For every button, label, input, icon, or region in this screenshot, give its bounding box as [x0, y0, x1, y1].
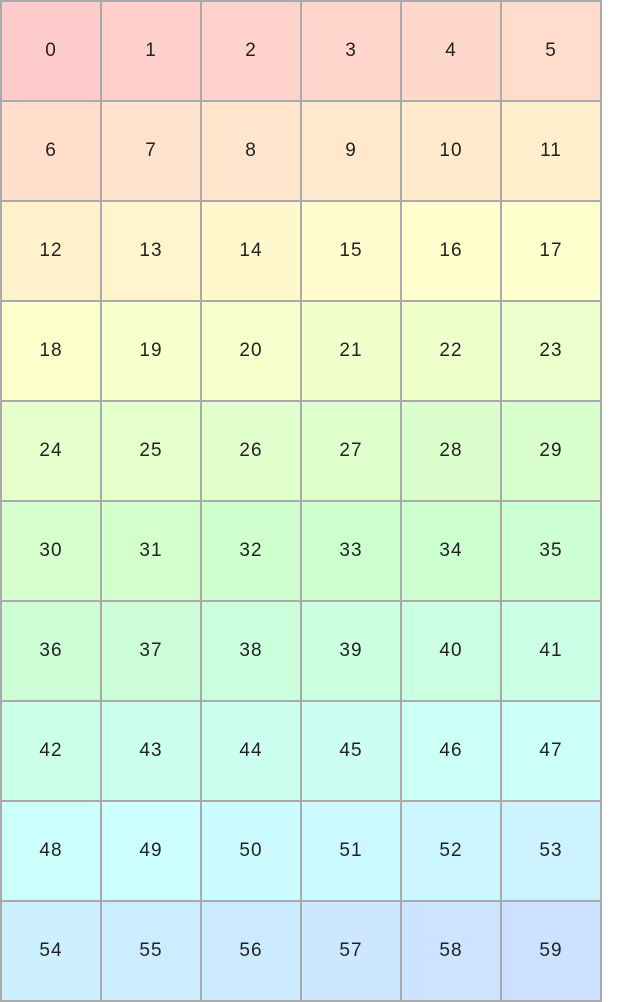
grid-cell: 22: [402, 302, 500, 400]
grid-cell: 23: [502, 302, 600, 400]
grid-cell: 46: [402, 702, 500, 800]
grid-cell: 6: [2, 102, 100, 200]
grid-cell: 13: [102, 202, 200, 300]
grid-cell: 9: [302, 102, 400, 200]
grid-cell: 24: [2, 402, 100, 500]
grid-cell: 3: [302, 2, 400, 100]
grid-cell: 25: [102, 402, 200, 500]
grid-cell: 26: [202, 402, 300, 500]
grid-cell: 38: [202, 602, 300, 700]
grid-cell: 54: [2, 902, 100, 1000]
grid-cell: 56: [202, 902, 300, 1000]
grid-cell: 0: [2, 2, 100, 100]
grid-cell: 44: [202, 702, 300, 800]
grid-cell: 41: [502, 602, 600, 700]
grid-cell: 15: [302, 202, 400, 300]
grid-cell: 8: [202, 102, 300, 200]
grid-cell: 7: [102, 102, 200, 200]
grid-cell: 1: [102, 2, 200, 100]
grid-cell: 12: [2, 202, 100, 300]
grid-cell: 34: [402, 502, 500, 600]
grid-cell: 40: [402, 602, 500, 700]
grid-cell: 16: [402, 202, 500, 300]
grid-cell: 51: [302, 802, 400, 900]
grid-cell: 39: [302, 602, 400, 700]
grid-cell: 21: [302, 302, 400, 400]
grid-cell: 53: [502, 802, 600, 900]
grid-cell: 20: [202, 302, 300, 400]
grid-cell: 48: [2, 802, 100, 900]
grid-cell: 59: [502, 902, 600, 1000]
grid-cell: 57: [302, 902, 400, 1000]
grid-cell: 2: [202, 2, 300, 100]
grid-cell: 10: [402, 102, 500, 200]
grid-cell: 32: [202, 502, 300, 600]
grid-cell: 47: [502, 702, 600, 800]
grid-cell: 17: [502, 202, 600, 300]
grid-cell: 11: [502, 102, 600, 200]
grid-cell: 28: [402, 402, 500, 500]
grid-cell: 18: [2, 302, 100, 400]
grid-cell: 30: [2, 502, 100, 600]
grid-cell: 19: [102, 302, 200, 400]
grid-cell: 42: [2, 702, 100, 800]
grid-cell: 14: [202, 202, 300, 300]
grid-cell: 5: [502, 2, 600, 100]
grid-cell: 55: [102, 902, 200, 1000]
grid-cell: 33: [302, 502, 400, 600]
grid-cell: 49: [102, 802, 200, 900]
grid-cell: 50: [202, 802, 300, 900]
grid-cell: 31: [102, 502, 200, 600]
grid-cell: 27: [302, 402, 400, 500]
grid-cell: 29: [502, 402, 600, 500]
grid-cell: 52: [402, 802, 500, 900]
grid-cell: 43: [102, 702, 200, 800]
grid-cell: 35: [502, 502, 600, 600]
grid-cell: 36: [2, 602, 100, 700]
grid-cell: 45: [302, 702, 400, 800]
grid-cell: 37: [102, 602, 200, 700]
number-grid: 0 1 2 3 4 5 6 7 8 9 10 11 12 13 14 15 16 17 18 19 20 21 22 23 24…: [0, 0, 602, 1002]
grid-cell: 4: [402, 2, 500, 100]
grid-cell: 58: [402, 902, 500, 1000]
